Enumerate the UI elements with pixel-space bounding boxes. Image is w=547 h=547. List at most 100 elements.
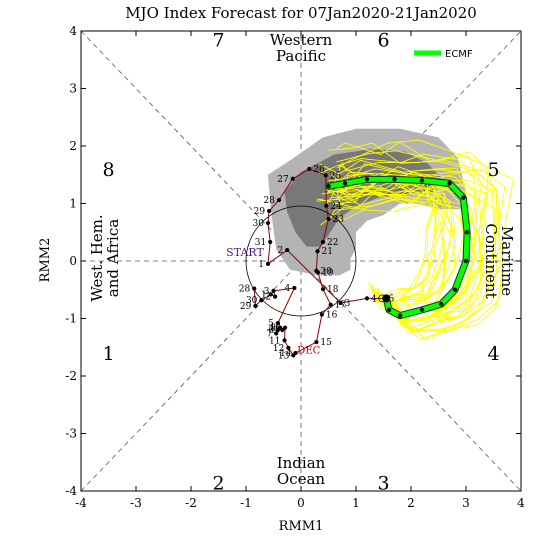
observed-point	[364, 296, 370, 301]
legend: ECMF	[414, 49, 473, 60]
region-label-right: Continent	[482, 223, 500, 298]
region-label-left: West. Hem.	[88, 214, 106, 301]
ensemble-mean-point	[439, 301, 444, 307]
ensemble-mean-point	[447, 181, 452, 186]
observed-point	[268, 239, 273, 245]
observed-day-label: 5	[268, 319, 274, 329]
observed-day-label: 29	[240, 302, 252, 312]
observed-day-label: 30	[246, 296, 258, 306]
observed-point	[280, 327, 285, 333]
observed-day-label: 18	[327, 285, 339, 295]
observed-point	[307, 166, 312, 172]
ensemble-mean-point	[364, 177, 370, 182]
observed-point	[253, 303, 258, 308]
ensemble-mean-point	[419, 307, 425, 313]
ensemble-mean-point	[397, 313, 403, 318]
observed-point	[315, 249, 320, 254]
observed-point	[290, 176, 295, 181]
observed-day-label: 20	[320, 267, 332, 277]
phase-number: 8	[102, 159, 114, 181]
observed-day-label: 25	[330, 171, 342, 181]
y-tick-label: 0	[69, 254, 77, 268]
observed-point	[268, 292, 273, 297]
unit-circle-layer	[245, 205, 357, 317]
region-label-left: and Africa	[104, 219, 122, 297]
observed-day-label: 13	[278, 351, 290, 361]
observed-day-label: 10	[270, 324, 282, 334]
y-tick-label: -3	[65, 427, 77, 441]
ensemble-mean-point	[326, 184, 331, 189]
observed-point	[324, 203, 329, 208]
observed-day-label: 7	[267, 329, 273, 339]
observed-day-label: 15	[320, 338, 332, 348]
ensemble-member-line	[316, 195, 473, 323]
legend-label: ECMF	[445, 49, 473, 60]
x-tick-label: 1	[352, 496, 360, 510]
ensemble-member-line	[332, 163, 490, 329]
observed-point	[275, 321, 280, 326]
observed-day-label: 24	[330, 202, 342, 212]
observed-day-label: 4	[371, 294, 377, 304]
observed-day-label: 21	[322, 247, 333, 257]
chart-title: MJO Index Forecast for 07Jan2020-21Jan20…	[125, 4, 477, 22]
observed-point	[274, 331, 279, 336]
x-tick-label: 4	[517, 496, 525, 510]
observed-point	[271, 288, 276, 293]
ensemble-mean-point	[419, 178, 425, 183]
observed-point	[282, 325, 288, 330]
observed-point	[286, 345, 291, 350]
y-tick-label: 1	[69, 197, 77, 211]
unit-circle	[245, 205, 357, 317]
phase-number: 1	[102, 343, 114, 365]
y-tick-label: 3	[69, 82, 77, 96]
observed-point	[328, 302, 333, 307]
observed-day-label: 28	[264, 196, 276, 206]
observed-day-label: 4	[285, 284, 291, 294]
observed-day-label: 28	[239, 285, 251, 295]
observed-day-label: 3	[264, 287, 270, 297]
observed-day-label: 12	[273, 344, 284, 354]
observed-day-label: 5	[389, 294, 395, 304]
x-tick-label: 2	[407, 496, 415, 510]
start-label: START	[226, 246, 264, 259]
y-tick-label: 4	[69, 24, 77, 38]
x-tick-label: -2	[185, 496, 197, 510]
ensemble-member-line	[330, 186, 446, 308]
observed-day-label: 1	[261, 290, 267, 300]
observed-point	[326, 216, 331, 222]
x-axis-title: RMM1	[279, 519, 324, 534]
forecast-start-marker	[378, 294, 387, 303]
observed-point	[252, 286, 257, 291]
ensemble-mean-point	[452, 287, 458, 292]
observed-point	[292, 285, 297, 291]
ensemble-mean-point	[386, 307, 392, 313]
region-label-bottom: Indian	[277, 454, 326, 472]
observed-point	[273, 294, 278, 299]
observed-point	[265, 220, 271, 226]
ensemble-member-line	[341, 159, 506, 332]
observed-day-label: 22	[327, 238, 338, 248]
ensemble-member-line	[336, 189, 456, 308]
observed-day-label: 6	[268, 326, 274, 336]
x-tick-label: 3	[462, 496, 470, 510]
observed-day-label: 1	[258, 260, 264, 270]
ensemble-mean-point	[463, 258, 469, 264]
observed-day-label: 2	[265, 293, 271, 303]
observed-point	[338, 300, 343, 306]
observed-point	[259, 298, 264, 303]
observed-day-label: 19	[322, 269, 334, 279]
observed-point	[267, 208, 272, 214]
observed-day-label: 23	[333, 215, 345, 225]
x-tick-label: 0	[297, 496, 305, 510]
y-tick-label: -4	[65, 484, 77, 498]
observed-day-label: 17	[335, 301, 347, 311]
phase-number: 2	[212, 472, 224, 494]
phase-number: 7	[212, 30, 224, 52]
region-label-right: Maritime	[498, 226, 516, 296]
observed-point	[323, 173, 328, 178]
